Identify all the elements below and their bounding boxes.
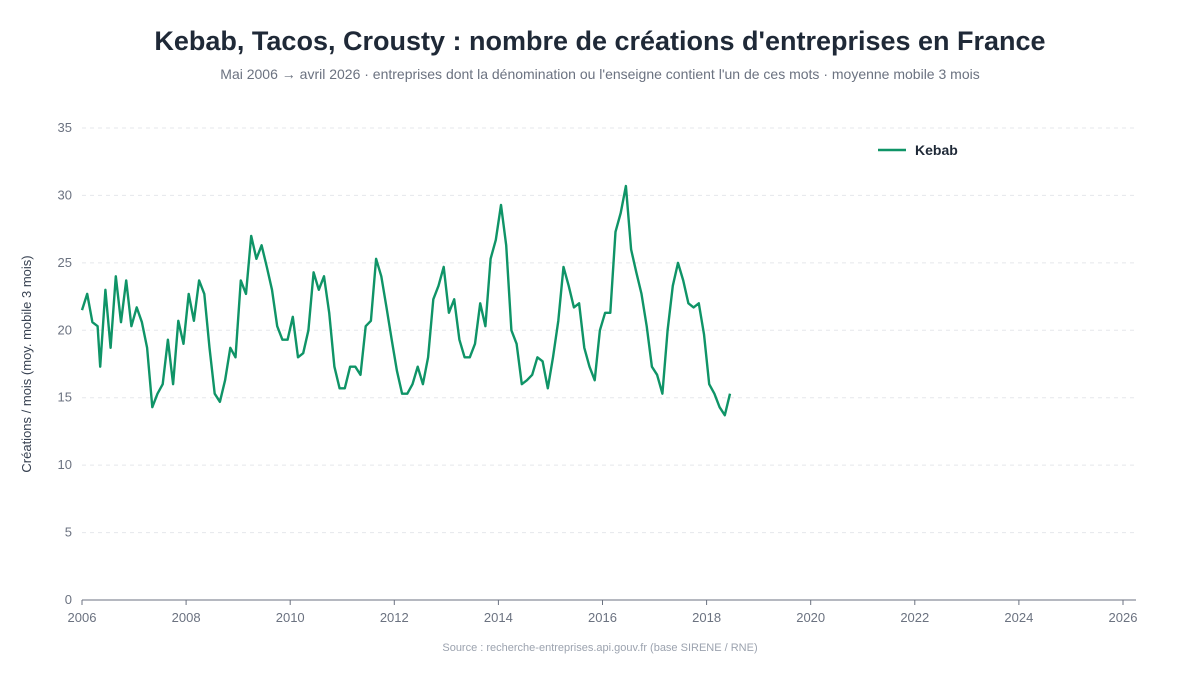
chart-subtitle: Mai 2006 → avril 2026 · entreprises dont… [220,66,980,82]
y-tick-label: 20 [58,322,72,337]
chart-title: Kebab, Tacos, Crousty : nombre de créati… [154,26,1046,56]
x-tick-label: 2022 [900,610,929,625]
x-tick-label: 2012 [380,610,409,625]
y-tick-label: 25 [58,255,72,270]
x-tick-label: 2026 [1109,610,1138,625]
y-tick-label: 5 [65,525,72,540]
y-tick-label: 35 [58,120,72,135]
legend-label: Kebab [915,142,958,158]
x-tick-label: 2020 [796,610,825,625]
chart-source: Source : recherche-entreprises.api.gouv.… [442,642,758,654]
y-axis-label: Créations / mois (moy. mobile 3 mois) [19,255,34,472]
x-tick-label: 2006 [68,610,97,625]
x-tick-label: 2016 [588,610,617,625]
y-tick-label: 30 [58,187,72,202]
x-tick-label: 2024 [1004,610,1033,625]
x-tick-label: 2018 [692,610,721,625]
y-tick-label: 0 [65,592,72,607]
x-tick-label: 2010 [276,610,305,625]
x-tick-label: 2008 [172,610,201,625]
x-tick-label: 2014 [484,610,513,625]
y-tick-label: 15 [58,390,72,405]
y-tick-label: 10 [58,457,72,472]
series-line-kebab [80,184,732,417]
